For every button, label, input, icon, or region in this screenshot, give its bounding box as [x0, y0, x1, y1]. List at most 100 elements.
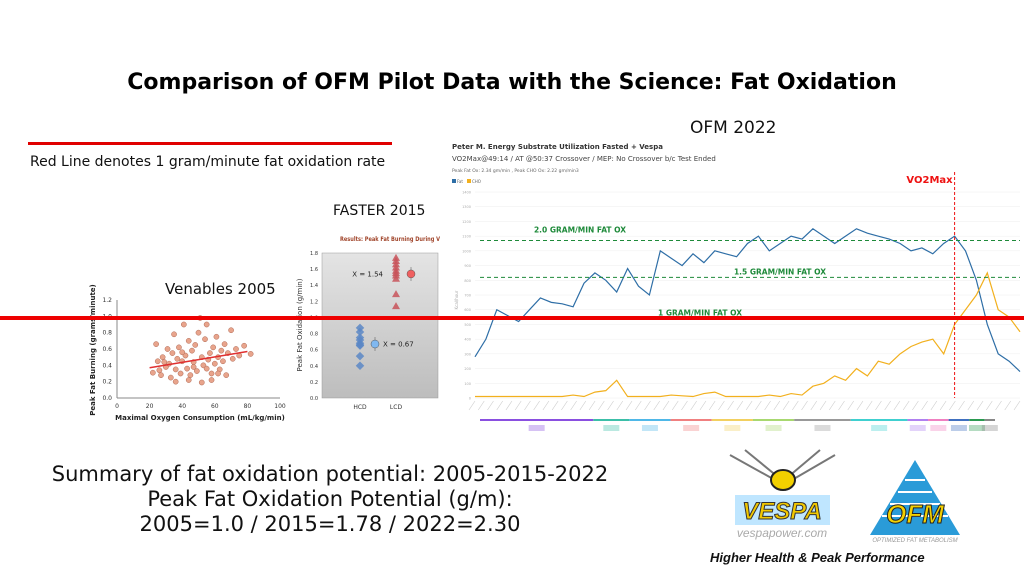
x-tick-mark	[1004, 400, 1012, 411]
x-tick-mark	[598, 400, 605, 411]
data-point	[211, 360, 218, 367]
chart-subtitle: VO2Max@49:14 / AT @50:37 Crossover / MEP…	[452, 155, 716, 163]
data-point	[185, 377, 192, 383]
vo2max-label: VO2Max	[906, 175, 953, 186]
data-point	[223, 372, 230, 378]
x-tick-mark	[930, 400, 938, 411]
data-point	[171, 331, 177, 338]
data-point	[392, 290, 400, 298]
y-tick-label: 0.0	[102, 395, 112, 402]
data-point	[195, 329, 202, 336]
x-tick-mark	[505, 400, 513, 411]
data-point	[194, 368, 200, 374]
x-tick-mark	[690, 400, 697, 411]
x-tick-mark	[542, 400, 550, 411]
x-tick-label: 100	[274, 403, 286, 410]
x-tick-label: 0	[115, 403, 119, 410]
x-tick-label: 20	[146, 403, 154, 410]
x-tick-mark	[893, 400, 901, 411]
svg-text:OPTIMIZED FAT METABOLISM: OPTIMIZED FAT METABOLISM	[872, 538, 957, 544]
stage-label	[641, 425, 658, 431]
data-point	[355, 341, 365, 350]
chart-note: Peak Fat Ox: 2.34 gm/min , Peak CHO Ox: …	[452, 168, 579, 174]
legend-swatch	[452, 179, 456, 183]
x-tick-mark	[514, 400, 522, 411]
data-point	[172, 378, 179, 385]
series-line-cho	[475, 271, 1021, 398]
legend-red-line	[28, 142, 392, 145]
data-point	[192, 342, 199, 348]
x-tick-mark	[487, 400, 494, 411]
x-tick-mark	[635, 400, 642, 411]
stage-label	[814, 425, 831, 431]
x-tick-mark	[921, 400, 928, 411]
data-point	[153, 341, 159, 347]
data-point	[203, 321, 210, 328]
x-tick-mark	[764, 400, 771, 411]
slide-title: Comparison of OFM Pilot Data with the Sc…	[127, 70, 897, 95]
summary-line: 2005=1.0 / 2015=1.78 / 2022=2.30	[139, 512, 521, 536]
y-tick-label: 900	[464, 264, 471, 268]
x-tick-mark	[995, 400, 1002, 411]
data-point	[355, 361, 365, 371]
x-tick-mark	[801, 400, 808, 411]
x-tick-mark	[570, 400, 577, 411]
faster-2015-label: FASTER 2015	[333, 203, 426, 219]
x-tick-mark	[986, 400, 993, 411]
data-point	[229, 355, 236, 362]
stage-label	[683, 425, 700, 431]
y-tick-label: 200	[464, 367, 471, 371]
x-tick-mark	[561, 400, 568, 411]
x-tick-mark	[755, 400, 762, 411]
data-point	[208, 370, 215, 377]
y-tick-label: 1.2	[102, 297, 112, 304]
x-tick-mark	[792, 400, 799, 411]
one-gram-reference-line	[0, 316, 1024, 320]
y-tick-label: 100	[464, 382, 471, 386]
data-point	[208, 377, 215, 383]
svg-text:vespapower.com: vespapower.com	[737, 526, 827, 540]
trend-line	[149, 350, 248, 369]
x-tick-mark	[847, 400, 854, 411]
data-point	[184, 365, 190, 372]
y-tick-label: 1.4	[310, 283, 318, 289]
x-tick-mark	[708, 400, 716, 411]
venables-2005-label: Venables 2005	[165, 280, 276, 298]
x-tick-label: HCD	[353, 404, 367, 411]
x-tick-mark	[533, 400, 540, 411]
stage-label	[871, 425, 888, 431]
legend-swatch	[467, 179, 471, 183]
data-point	[164, 346, 171, 352]
y-tick-label: 400	[464, 338, 471, 342]
x-tick-mark	[468, 400, 476, 411]
legend-label: CHO	[472, 179, 481, 184]
x-tick-mark	[524, 400, 531, 411]
x-tick-mark	[616, 400, 624, 411]
y-tick-label: 1.2	[310, 299, 318, 305]
x-tick-mark	[588, 400, 596, 411]
x-tick-mark	[958, 400, 965, 411]
y-tick-label: 1300	[462, 205, 471, 209]
ofm-2022-label: OFM 2022	[690, 118, 777, 138]
x-tick-mark	[727, 400, 734, 411]
y-tick-label: 1200	[462, 220, 471, 224]
stage-label	[909, 425, 926, 431]
y-tick-label: 0.4	[310, 364, 318, 370]
y-axis-label: Peak Fat Oxidation (g/min)	[296, 278, 304, 371]
x-tick-mark	[699, 400, 707, 411]
y-tick-label: 1100	[462, 235, 471, 239]
data-point	[172, 366, 179, 373]
y-axis-label: Peak Fat Burning (grams/minute)	[89, 284, 97, 416]
tagline: Higher Health & Peak Performance	[710, 550, 925, 565]
x-tick-mark	[662, 400, 670, 411]
reference-line-label: 1 GRAM/MIN FAT OX	[658, 309, 742, 318]
x-tick-label: 40	[178, 403, 186, 410]
data-point	[150, 369, 156, 376]
y-tick-label: 0.8	[310, 332, 318, 338]
x-axis-label: Maximal Oxygen Consumption (mL/kg/min)	[115, 414, 285, 422]
y-tick-label: 0.2	[310, 380, 318, 386]
data-point	[220, 358, 226, 365]
x-tick-mark	[912, 400, 919, 411]
